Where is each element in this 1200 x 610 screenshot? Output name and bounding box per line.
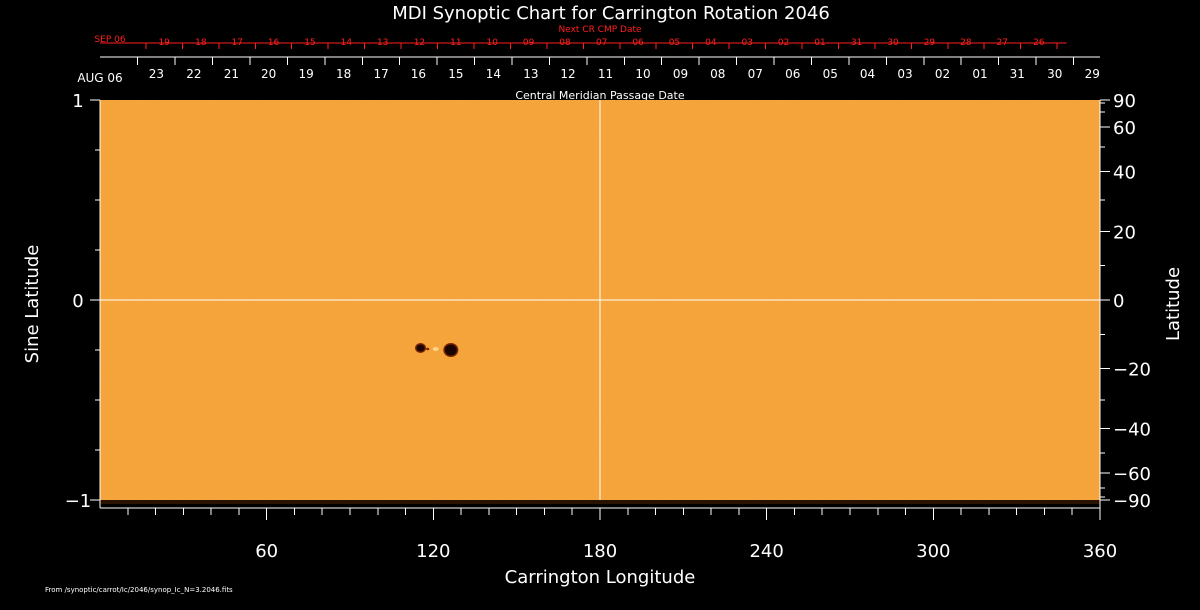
next-cr-date-label: 13 [377, 38, 388, 48]
next-cr-date-label: 26 [1033, 38, 1045, 48]
y-tick-label-right: 20 [1113, 223, 1136, 244]
cmp-date-label: 04 [860, 67, 875, 81]
facula-bright [432, 347, 439, 351]
longitude-axis: 60 120 180 240 300 360 [127, 508, 1117, 562]
cmp-date-label: 13 [523, 67, 538, 81]
next-cr-date-label: 08 [559, 38, 571, 48]
x-tick-label: 180 [583, 541, 617, 562]
next-cr-date-label: 01 [814, 38, 825, 48]
next-cr-date-label: 06 [632, 38, 644, 48]
cmp-date-label: 30 [1047, 67, 1062, 81]
next-cr-date-label: 15 [304, 38, 315, 48]
next-cr-date-label: 27 [996, 38, 1007, 48]
cmp-axis-label: Central Meridian Passage Date [515, 89, 684, 102]
y-tick-label-right: 90 [1113, 91, 1136, 112]
next-cr-date-label: 04 [705, 38, 717, 48]
cmp-date-label: 19 [298, 67, 313, 81]
next-cr-date-label: 02 [778, 38, 789, 48]
cmp-date-label: 09 [673, 67, 688, 81]
south-pole-edge-band [100, 500, 1100, 504]
cmp-date-label: 07 [748, 67, 763, 81]
cmp-date-label: 12 [560, 67, 575, 81]
next-cr-date-label: 14 [341, 38, 353, 48]
grid-lines [100, 100, 1100, 500]
cmp-date-label: 03 [897, 67, 912, 81]
source-file-note: From /synoptic/carrot/Ic/2046/synop_Ic_N… [45, 586, 233, 594]
cmp-date-label: 02 [935, 67, 950, 81]
pore-small [426, 347, 430, 351]
next-cr-cmp-label: Next CR CMP Date [558, 25, 642, 35]
next-cr-date-label: 19 [158, 38, 170, 48]
x-tick-label: 240 [749, 541, 783, 562]
y-tick-label-left: 0 [72, 291, 83, 312]
next-cr-date-label: 31 [851, 38, 862, 48]
chart-title: MDI Synoptic Chart for Carrington Rotati… [392, 3, 830, 24]
cmp-date-label: 17 [373, 67, 388, 81]
x-tick-label: 120 [416, 541, 450, 562]
y-tick-label-right: −20 [1113, 359, 1151, 380]
next-cr-date-label: 03 [741, 38, 752, 48]
next-cr-date-label: 05 [669, 38, 680, 48]
next-cr-date-label: 28 [960, 38, 972, 48]
next-cr-date-label: 09 [523, 38, 535, 48]
y-tick-label-left: −1 [65, 491, 92, 512]
next-cr-date-label: 10 [486, 38, 498, 48]
next-cr-date-label: 11 [450, 38, 461, 48]
cmp-date-label: 22 [186, 67, 201, 81]
next-cr-date-label: 18 [195, 38, 207, 48]
y-axis-label-left: Sine Latitude [22, 245, 43, 364]
cmp-date-label: 10 [635, 67, 650, 81]
y-axis-label-right: Latitude [1163, 267, 1184, 341]
y-tick-label-right: −90 [1113, 491, 1151, 512]
cmp-date-label: 21 [224, 67, 239, 81]
x-tick-label: 360 [1083, 541, 1117, 562]
cmp-date-label: 08 [710, 67, 725, 81]
y-tick-label-right: 40 [1113, 162, 1136, 183]
cmp-date-label: 31 [1010, 67, 1025, 81]
next-cr-date-label: 30 [887, 38, 899, 48]
next-cr-date-label: 16 [268, 38, 280, 48]
sunspot-features [415, 343, 459, 357]
next-cr-month-label: SEP 06 [94, 35, 125, 45]
next-cr-date-label: 07 [596, 38, 607, 48]
x-tick-label: 60 [255, 541, 278, 562]
cmp-date-label: 23 [149, 67, 164, 81]
cmp-date-label: 05 [823, 67, 838, 81]
latitude-axis: 90 60 40 20 0 −20 −40 −60 −90 [1100, 91, 1151, 512]
cmp-date-label: 29 [1085, 67, 1100, 81]
cmp-date-label: 18 [336, 67, 351, 81]
x-axis-label: Carrington Longitude [505, 567, 696, 588]
cmp-date-label: 20 [261, 67, 276, 81]
cmp-date-label: 14 [486, 67, 501, 81]
x-tick-label: 300 [916, 541, 950, 562]
cmp-date-label: 16 [411, 67, 426, 81]
next-cr-cmp-date-axis: 19 18 17 16 15 14 13 12 11 10 09 08 07 06 05 04 03 02 01 31… [100, 38, 1067, 49]
y-tick-label-left: 1 [72, 91, 83, 112]
cmp-month-label: AUG 06 [77, 71, 122, 85]
cmp-date-label: 06 [785, 67, 800, 81]
sine-latitude-axis: 1 0 −1 [65, 91, 100, 512]
sunspot-leading [444, 344, 457, 356]
next-cr-date-label: 12 [414, 38, 425, 48]
cmp-date-axis: 23 22 21 20 19 18 17 16 15 14 13 12 11 10 09 08 07 06 05 04… [100, 56, 1100, 81]
sunspot-trailing [416, 344, 425, 352]
y-tick-label-right: −40 [1113, 420, 1151, 441]
y-tick-label-right: 60 [1113, 118, 1136, 139]
y-tick-label-right: 0 [1113, 291, 1124, 312]
cmp-date-label: 15 [448, 67, 463, 81]
y-tick-label-right: −60 [1113, 464, 1151, 485]
next-cr-date-label: 17 [231, 38, 242, 48]
next-cr-date-label: 29 [924, 38, 936, 48]
cmp-date-label: 01 [972, 67, 987, 81]
cmp-date-label: 11 [598, 67, 613, 81]
